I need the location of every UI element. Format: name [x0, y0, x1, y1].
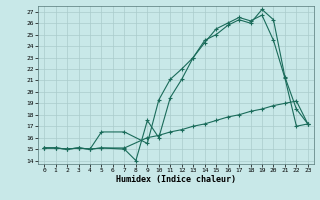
X-axis label: Humidex (Indice chaleur): Humidex (Indice chaleur) — [116, 175, 236, 184]
